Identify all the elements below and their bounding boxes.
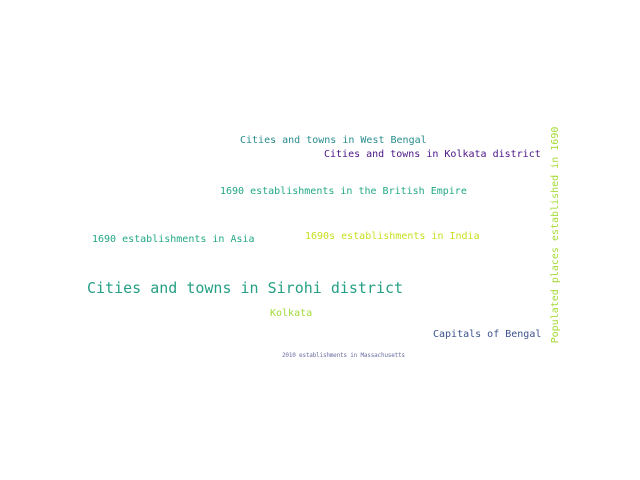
- word-cities-towns-kolkata-district: Cities and towns in Kolkata district: [324, 149, 541, 160]
- word-capitals-of-bengal: Capitals of Bengal: [433, 329, 542, 340]
- word-populated-places-established-1690: Populated places established in 1690: [550, 126, 561, 344]
- word-1690s-establishments-india: 1690s establishments in India: [305, 231, 480, 242]
- word-cities-towns-sirohi-district: Cities and towns in Sirohi district: [87, 279, 404, 297]
- word-1690-establishments-british-empire: 1690 establishments in the British Empir…: [220, 186, 467, 197]
- word-kolkata: Kolkata: [270, 308, 313, 319]
- word-cities-towns-west-bengal: Cities and towns in West Bengal: [240, 135, 427, 146]
- word-2010-establishments-massachusetts: 2010 establishments in Massachusetts: [282, 352, 405, 359]
- word-1690-establishments-asia: 1690 establishments in Asia: [92, 234, 255, 245]
